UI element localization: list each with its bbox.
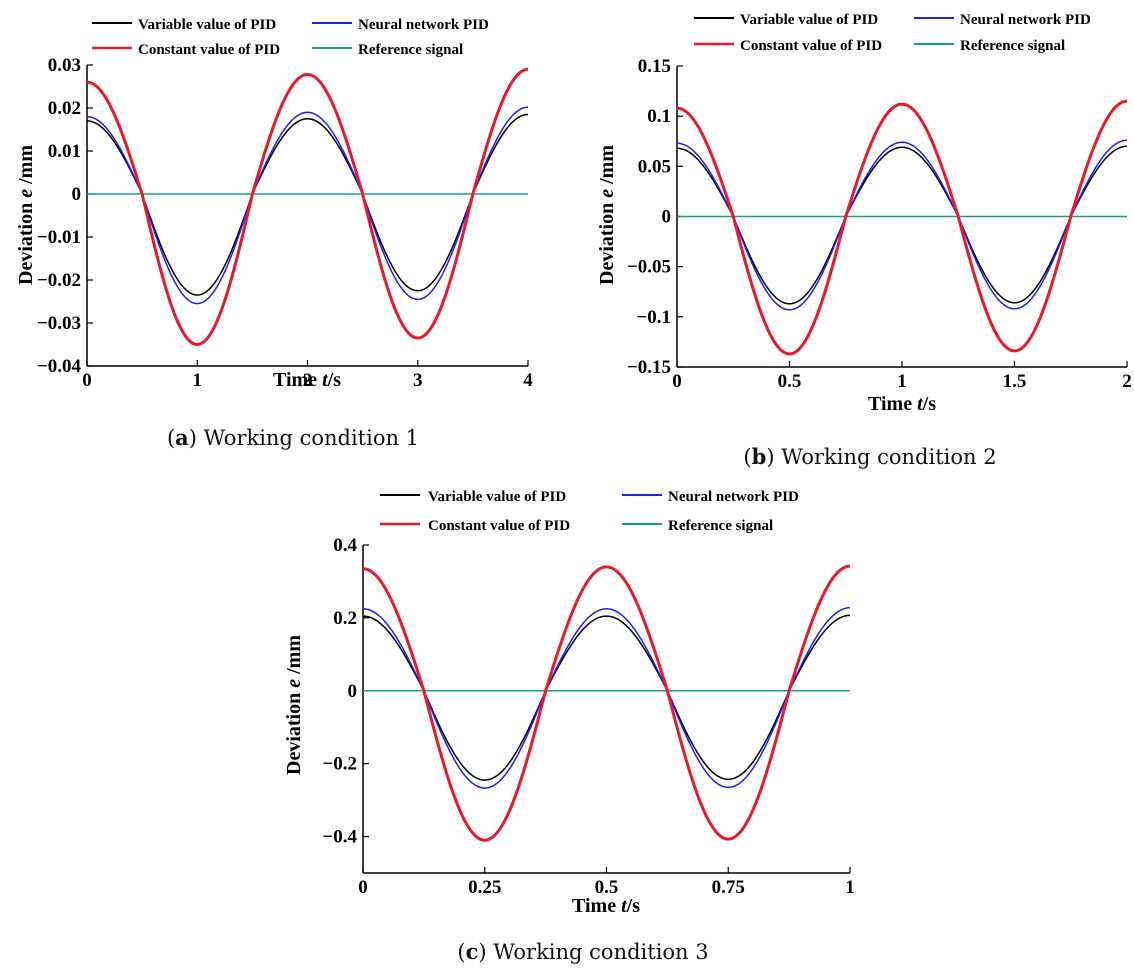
x-tick-label: 1.5 xyxy=(1003,371,1027,392)
y-tick-label: 0.4 xyxy=(333,535,357,556)
legend-label-neural: Neural network PID xyxy=(668,489,799,505)
legend-label-variable: Variable value of PID xyxy=(138,17,276,33)
series-line-constant-value-of-pid xyxy=(86,67,529,346)
y-tick-label: 0.15 xyxy=(638,56,671,77)
x-tick-label: 1 xyxy=(845,877,855,898)
x-tick-label: 0.75 xyxy=(712,877,745,898)
x-axis-title-c: Time t/s xyxy=(572,895,640,917)
y-tick-label: 0.2 xyxy=(333,608,357,629)
y-axis-title-b: Deviation e /mm xyxy=(596,145,618,285)
y-tick-label: −0.1 xyxy=(636,307,671,328)
y-tick-label: 0.1 xyxy=(647,106,671,127)
x-tick-label: 1 xyxy=(193,370,203,391)
series-line-variable-value-of-pid xyxy=(362,614,851,781)
y-tick-label: 0.02 xyxy=(48,98,81,119)
legend-label-constant: Constant value of PID xyxy=(138,42,280,58)
caption-b: (b) Working condition 2 xyxy=(743,444,996,469)
x-axis-title-b: Time t/s xyxy=(868,393,936,415)
x-tick-label: 0 xyxy=(358,877,368,898)
y-tick-label: −0.02 xyxy=(37,270,81,291)
panel-c: Variable value of PID Neural network PID… xyxy=(283,489,855,964)
plot-c: 0 0.25 0.5 0.75 1 0.4 0.2 0 −0.2 −0.4 xyxy=(322,535,854,898)
panel-a: Variable value of PID Neural network PID… xyxy=(15,17,533,450)
legend-label-reference: Reference signal xyxy=(358,42,463,58)
y-tick-label: −0.01 xyxy=(37,227,81,248)
series-line-neural-network-pid xyxy=(676,139,1128,311)
y-tick-label: 0 xyxy=(72,184,82,205)
y-tick-label: 0.05 xyxy=(638,156,671,177)
y-tick-label: 0.03 xyxy=(48,55,81,76)
y-tick-label: 0 xyxy=(348,681,358,702)
caption-a: (a) Working condition 1 xyxy=(167,425,419,450)
legend-c: Variable value of PID Neural network PID… xyxy=(380,489,799,534)
series-line-neural-network-pid xyxy=(86,106,529,305)
x-tick-label: 0.5 xyxy=(595,877,619,898)
series-a xyxy=(86,67,529,346)
legend-label-reference: Reference signal xyxy=(668,518,773,534)
y-axis-title-c: Deviation e /mm xyxy=(283,635,305,775)
legend-label-constant: Constant value of PID xyxy=(428,518,570,534)
y-tick-label: 0.01 xyxy=(48,141,81,162)
series-line-variable-value-of-pid xyxy=(86,113,529,296)
series-line-constant-value-of-pid xyxy=(676,99,1128,356)
legend-label-reference: Reference signal xyxy=(960,38,1065,54)
y-tick-label: −0.04 xyxy=(37,356,82,377)
panel-b: Variable value of PID Neural network PID… xyxy=(596,12,1132,469)
y-tick-label: −0.15 xyxy=(627,357,671,378)
x-tick-label: 3 xyxy=(413,370,423,391)
series-b xyxy=(676,99,1128,356)
legend-b: Variable value of PID Neural network PID… xyxy=(694,12,1091,54)
x-tick-label: 0 xyxy=(672,371,682,392)
legend-a: Variable value of PID Neural network PID… xyxy=(92,17,489,58)
series-line-variable-value-of-pid xyxy=(676,145,1128,305)
ticks-c: 0 0.25 0.5 0.75 1 0.4 0.2 0 −0.2 −0.4 xyxy=(322,535,854,898)
y-axis-title-a: Deviation e /mm xyxy=(15,145,37,285)
x-tick-label: 2 xyxy=(1122,371,1132,392)
x-tick-label: 0.5 xyxy=(778,371,802,392)
ticks-b: 0 0.5 1 1.5 2 0.15 0.1 0.05 0 −0.05 −0.1 −0.15 xyxy=(627,56,1132,392)
legend-label-neural: Neural network PID xyxy=(358,17,489,33)
x-axis-title-a: Time t/s xyxy=(273,369,341,391)
y-tick-label: 0 xyxy=(662,207,672,228)
ticks-a: 0 1 2 3 4 0.03 0.02 0.01 0 −0.01 −0.02 −0.03 −0.04 xyxy=(37,55,533,391)
x-tick-label: 1 xyxy=(897,371,907,392)
caption-c: (c) Working condition 3 xyxy=(457,939,708,964)
y-tick-label: −0.4 xyxy=(322,827,357,848)
x-tick-label: 0.25 xyxy=(468,877,501,898)
plot-b: 0 0.5 1 1.5 2 0.15 0.1 0.05 0 −0.05 −0.1 −0.15 xyxy=(627,56,1132,392)
y-tick-label: −0.03 xyxy=(37,313,81,334)
series-line-neural-network-pid xyxy=(362,606,851,789)
legend-label-neural: Neural network PID xyxy=(960,12,1091,28)
legend-label-variable: Variable value of PID xyxy=(740,12,878,28)
legend-label-constant: Constant value of PID xyxy=(740,38,882,54)
plot-a: 0 1 2 3 4 0.03 0.02 0.01 0 −0.01 −0.02 −0.03 −0.04 xyxy=(37,55,533,391)
series-c xyxy=(362,564,851,842)
legend-label-variable: Variable value of PID xyxy=(428,489,566,505)
series-line-constant-value-of-pid xyxy=(362,564,851,842)
x-tick-label: 0 xyxy=(82,370,92,391)
y-tick-label: −0.05 xyxy=(627,257,671,278)
x-tick-label: 2 xyxy=(303,370,313,391)
x-tick-label: 4 xyxy=(523,370,533,391)
y-tick-label: −0.2 xyxy=(322,754,357,775)
